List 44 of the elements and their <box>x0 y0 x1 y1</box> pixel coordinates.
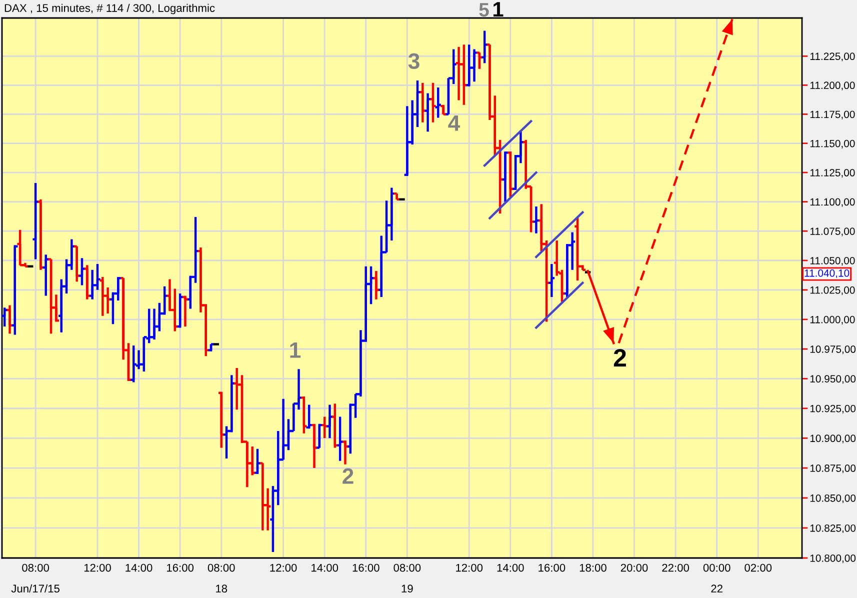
y-tick-label: 10.800,00 <box>810 554 856 564</box>
x-tick-label: 12:00 <box>84 564 111 572</box>
y-tick-label: 11.150,00 <box>810 140 855 148</box>
y-tick-label: 11.225,00 <box>810 52 855 62</box>
annotation: 1 <box>290 342 301 358</box>
x-tick-label: 14:00 <box>312 564 338 572</box>
y-tick-label: 10.875,00 <box>810 464 856 474</box>
x-tick-label: 02:00 <box>744 564 772 572</box>
x-tick-label: 14:00 <box>126 564 152 572</box>
annotation: 2 <box>614 349 626 366</box>
x-tick-label: 08:00 19 <box>394 564 421 593</box>
y-tick-label: 11.200,00 <box>810 82 855 90</box>
annotation: 4 <box>448 115 460 131</box>
y-tick-label: 11.025,00 <box>810 286 855 296</box>
text: 1 <box>494 2 504 16</box>
x-tick-label: 20:00 <box>620 564 648 572</box>
y-tick-label: 10.900,00 <box>810 434 856 444</box>
x-tick-label: 16:00 <box>352 564 380 572</box>
y-tick-label: 10.950,00 <box>810 375 856 384</box>
y-tick-label: 10.975,00 <box>810 346 856 354</box>
y-tick-label: 11.100,00 <box>810 198 855 207</box>
text: 11.040,10 <box>804 269 850 278</box>
x-tick-label: 22:00 <box>662 564 690 572</box>
x-tick-label: 00:00 22 <box>703 564 730 592</box>
y-tick-label: 11.075,00 <box>810 228 855 236</box>
y-tick-label: 11.175,00 <box>810 110 855 120</box>
y-tick-label: 10.825,00 <box>810 524 856 534</box>
annotation: 3 <box>408 53 420 69</box>
y-tick-label: 10.850,00 <box>810 494 856 504</box>
y-tick-label: 11.050,00 <box>810 256 855 266</box>
x-tick-label: 12:00 <box>456 564 483 572</box>
x-tick-label: 18:00 <box>580 564 606 572</box>
chart-title: DAX , 15 minutes, # 114 / 300, Logarithmic <box>4 4 215 14</box>
y-tick-label: 11.125,00 <box>810 169 855 178</box>
text: 5 <box>479 3 489 17</box>
x-tick-label: 16:00 <box>538 564 566 572</box>
x-tick-label: 12:00 <box>270 564 297 572</box>
x-tick-label: 16:00 <box>167 564 194 572</box>
x-tick-label: 14:00 <box>497 564 524 572</box>
y-tick-label: 11.000,00 <box>810 316 855 325</box>
y-tick-label: 10.925,00 <box>810 404 856 414</box>
annotation: 2 <box>342 468 354 484</box>
x-tick-label: 08:00 Jun/17/15 <box>11 564 60 593</box>
x-tick-label: 08:00 18 <box>208 564 235 593</box>
